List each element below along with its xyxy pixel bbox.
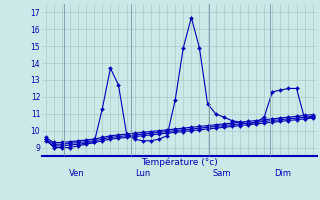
Text: Lun: Lun [135,168,150,178]
Text: Sam: Sam [213,168,231,178]
Text: Ven: Ven [68,168,84,178]
X-axis label: Température (°c): Température (°c) [141,157,218,167]
Text: Dim: Dim [274,168,291,178]
